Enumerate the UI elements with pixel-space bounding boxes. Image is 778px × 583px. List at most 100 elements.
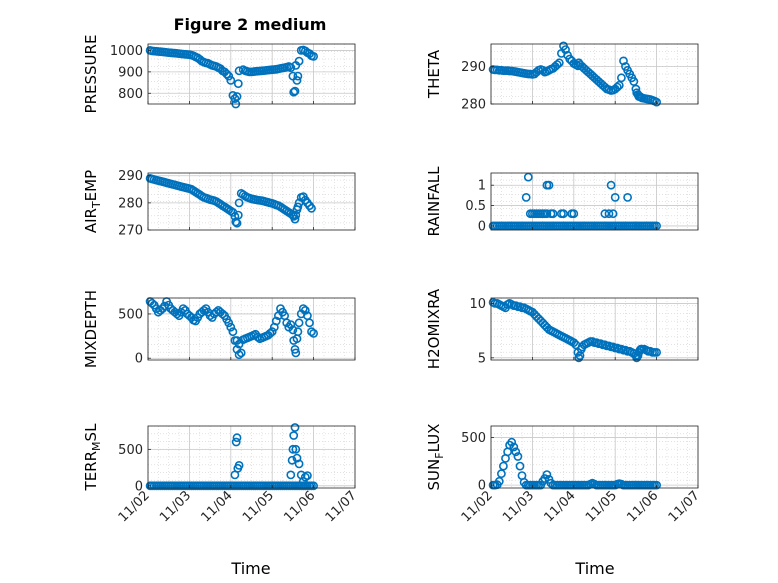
axes-box xyxy=(490,43,699,105)
x-axis-label-left: Time xyxy=(230,559,270,578)
data-point xyxy=(619,56,628,66)
y-tick-label: 500 xyxy=(118,443,143,458)
data-point xyxy=(608,209,618,219)
y-axis-label-subscript: F xyxy=(433,452,446,458)
y-tick-label: 1000 xyxy=(110,44,143,59)
data-point xyxy=(617,73,626,83)
y-axis-label: PRESSURE xyxy=(82,35,100,114)
data-point xyxy=(222,69,232,79)
y-tick-label: 500 xyxy=(118,307,143,322)
data-point xyxy=(542,470,552,479)
data-point xyxy=(287,455,297,465)
y-axis-label-part: SUN xyxy=(425,459,443,491)
data-point xyxy=(496,469,506,479)
y-tick-label: 5 xyxy=(478,351,486,366)
data-point xyxy=(293,327,303,337)
y-tick-label: 800 xyxy=(118,87,143,102)
y-axis-label-part: PRESSURE xyxy=(82,35,100,114)
data-point xyxy=(224,71,234,81)
y-axis-label-subscript: T xyxy=(90,201,103,209)
subplot-air-temp: 270 280 290 AIRTEMP xyxy=(82,169,356,239)
y-axis-label-part: H2OMIXRA xyxy=(425,288,443,369)
subplot-rainfall: 0 0.5 1 RAINFALL xyxy=(425,166,699,237)
data-point xyxy=(552,60,562,69)
data-point xyxy=(298,476,308,486)
data-point xyxy=(542,180,552,190)
data-point xyxy=(509,442,519,452)
subplot-h2omixra: 5 10 H2OMIXRA xyxy=(425,288,699,369)
data-point xyxy=(293,202,303,212)
data-point xyxy=(290,344,300,354)
x-axis-label-right: Time xyxy=(574,559,614,578)
data-point xyxy=(294,459,304,469)
data-point xyxy=(604,209,614,219)
y-axis-label-part: RAINFALL xyxy=(425,166,443,237)
data-point xyxy=(507,437,517,447)
axes-box xyxy=(490,172,699,231)
data-point xyxy=(291,444,301,454)
axes-box xyxy=(490,425,699,489)
data-point xyxy=(199,305,209,315)
data-point xyxy=(290,214,300,224)
data-point xyxy=(178,304,188,313)
data-point xyxy=(494,476,504,486)
data-point xyxy=(233,210,243,220)
data-point xyxy=(234,198,244,208)
y-axis-label-part: AIR xyxy=(82,208,100,233)
data-point xyxy=(271,316,281,326)
y-tick-label: 0 xyxy=(478,479,486,494)
data-point xyxy=(513,452,523,461)
data-point xyxy=(307,327,316,337)
y-tick-label: 0.5 xyxy=(465,199,486,214)
y-axis-label: MIXDEPTH xyxy=(82,290,100,368)
y-axis-label: RAINFALL xyxy=(425,166,443,237)
data-point xyxy=(232,92,242,101)
data-point xyxy=(554,58,564,68)
data-point xyxy=(309,52,318,61)
data-point xyxy=(548,209,558,219)
axes-box xyxy=(147,172,356,231)
data-point xyxy=(293,71,303,81)
y-axis-label-subscript: M xyxy=(90,441,103,451)
data-point xyxy=(234,460,244,470)
data-point xyxy=(629,77,639,86)
y-tick-label: 270 xyxy=(118,224,143,239)
data-point xyxy=(569,209,579,219)
data-point xyxy=(305,318,314,328)
data-point xyxy=(511,447,521,457)
data-point xyxy=(290,423,300,432)
y-tick-label: 0 xyxy=(135,352,143,367)
data-point xyxy=(282,318,292,328)
data-point xyxy=(294,318,304,328)
data-point xyxy=(309,328,318,338)
data-point xyxy=(652,347,661,357)
y-axis-label: TERRMSL xyxy=(82,423,103,492)
data-point xyxy=(231,437,241,447)
y-tick-label: 10 xyxy=(469,297,486,312)
data-point xyxy=(521,192,531,202)
y-tick-label: 280 xyxy=(461,98,486,113)
data-point xyxy=(291,348,301,358)
data-point xyxy=(631,84,641,94)
data-point xyxy=(224,318,234,328)
y-axis-label: H2OMIXRA xyxy=(425,288,443,369)
data-point xyxy=(234,66,244,76)
y-tick-label: 290 xyxy=(461,60,486,75)
y-tick-label: 0 xyxy=(478,219,486,234)
data-point xyxy=(515,461,525,471)
y-axis-label-part: MIXDEPTH xyxy=(82,290,100,368)
y-tick-label: 1 xyxy=(478,179,486,194)
y-tick-label: 0 xyxy=(135,479,143,494)
data-point xyxy=(228,327,238,337)
data-point xyxy=(265,328,275,338)
data-point xyxy=(291,210,301,220)
data-point xyxy=(623,192,632,202)
y-tick-label: 500 xyxy=(461,431,486,446)
axes-box xyxy=(147,43,356,105)
data-point xyxy=(292,76,302,85)
y-tick-label: 900 xyxy=(118,65,143,80)
y-axis-label: AIRTEMP xyxy=(82,170,103,233)
subplot-mixdepth: 0 500 MIXDEPTH xyxy=(82,290,356,368)
data-point xyxy=(172,309,182,319)
